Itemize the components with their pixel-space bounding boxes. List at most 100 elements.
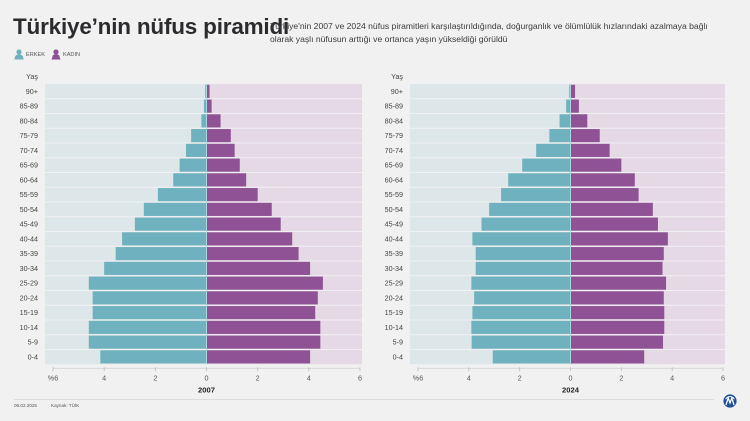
- bar-male-45-49: [134, 217, 207, 231]
- bar-female-10-14: [206, 320, 321, 334]
- bar-male-35-39: [115, 247, 207, 261]
- y-tick-label: 10-14: [385, 323, 403, 332]
- bar-female-10-14: [570, 320, 665, 334]
- y-tick-label: 5-9: [28, 338, 38, 347]
- pyramid-2024: Yaş 90+ 85-89 80-84 75-79 70-74 65-69 60-64 55-5…: [385, 72, 725, 394]
- legend-label-female: KADIN: [62, 51, 81, 58]
- y-tick-label: 10-14: [20, 323, 38, 332]
- bar-male-65-69: [522, 158, 571, 172]
- bar-female-90+: [206, 84, 210, 98]
- bar-male-0-4: [492, 350, 571, 364]
- x-tick-label: 4: [102, 373, 106, 382]
- x-tick-label: 2: [256, 373, 260, 382]
- bar-female-25-29: [206, 276, 323, 290]
- y-tick-label: 25-29: [20, 279, 38, 288]
- y-tick-label: 45-49: [20, 220, 38, 229]
- y-tick-label: 65-69: [385, 161, 403, 170]
- bar-female-45-49: [206, 217, 281, 231]
- x-tick-label: 2: [518, 373, 522, 382]
- bar-female-40-44: [570, 232, 668, 246]
- bar-male-15-19: [472, 306, 571, 320]
- bar-female-20-24: [570, 291, 664, 305]
- bar-male-80-84: [201, 114, 207, 128]
- y-tick-label: 70-74: [20, 146, 38, 155]
- bar-female-35-39: [206, 247, 299, 261]
- bar-male-20-24: [474, 291, 571, 305]
- bar-female-55-59: [570, 188, 639, 202]
- bar-female-30-34: [570, 261, 663, 275]
- y-tick-label: 65-69: [20, 161, 38, 170]
- bar-male-20-24: [92, 291, 207, 305]
- bar-female-30-34: [206, 261, 311, 275]
- y-tick-label: 70-74: [385, 146, 403, 155]
- y-tick-label: 20-24: [385, 293, 403, 302]
- bar-male-75-79: [191, 129, 207, 143]
- x-tick-label: 0: [205, 373, 209, 382]
- bar-male-25-29: [88, 276, 207, 290]
- y-tick-label: 40-44: [20, 234, 38, 243]
- bar-female-15-19: [206, 306, 316, 320]
- bar-male-0-4: [100, 350, 207, 364]
- bar-female-80-84: [570, 114, 588, 128]
- x-tick-label: 6: [721, 373, 725, 382]
- bar-male-70-74: [536, 143, 571, 157]
- y-tick-label: 40-44: [385, 234, 403, 243]
- bar-male-90+: [205, 84, 207, 98]
- bar-male-85-89: [566, 99, 571, 113]
- x-axis-title: 2024: [562, 385, 580, 394]
- bar-female-5-9: [206, 335, 321, 349]
- footer-divider: [14, 399, 714, 400]
- y-tick-label: 55-59: [385, 190, 403, 199]
- footer-source: Kaynak: TÜİK: [51, 403, 80, 408]
- bar-female-75-79: [206, 129, 231, 143]
- bar-female-55-59: [206, 188, 258, 202]
- bar-female-65-69: [570, 158, 622, 172]
- bar-male-55-59: [157, 188, 207, 202]
- bar-female-85-89: [206, 99, 212, 113]
- legend: ERKEK KADIN: [14, 49, 80, 60]
- bar-female-65-69: [206, 158, 240, 172]
- footer: 06.02.2025 Kaynak: TÜİK: [14, 403, 79, 408]
- bar-female-75-79: [570, 129, 600, 143]
- y-tick-label: 60-64: [20, 175, 38, 184]
- bar-female-90+: [570, 84, 576, 98]
- bar-male-25-29: [471, 276, 571, 290]
- y-tick-label: 5-9: [393, 338, 403, 347]
- y-tick-label: 15-19: [385, 308, 403, 317]
- bar-male-45-49: [481, 217, 571, 231]
- bar-male-40-44: [472, 232, 571, 246]
- female-person-icon: [51, 49, 61, 60]
- page-title: Türkiye’nin nüfus piramidi: [13, 14, 290, 39]
- y-tick-label: 15-19: [20, 308, 38, 317]
- bar-female-35-39: [570, 247, 664, 261]
- bar-female-25-29: [570, 276, 667, 290]
- bar-male-60-64: [173, 173, 207, 187]
- bar-female-45-49: [570, 217, 658, 231]
- bar-female-70-74: [206, 143, 235, 157]
- bar-male-5-9: [88, 335, 207, 349]
- x-tick-label: 2: [619, 373, 623, 382]
- x-axis-title: 2007: [198, 385, 215, 394]
- bar-male-5-9: [471, 335, 571, 349]
- bar-male-90+: [569, 84, 571, 98]
- y-tick-label: 85-89: [20, 102, 38, 111]
- bar-female-20-24: [206, 291, 318, 305]
- x-tick-label: 4: [670, 373, 674, 382]
- bar-male-65-69: [179, 158, 207, 172]
- bar-male-40-44: [122, 232, 207, 246]
- bar-female-0-4: [206, 350, 311, 364]
- bar-male-55-59: [501, 188, 571, 202]
- y-tick-label: 90+: [26, 87, 38, 96]
- bar-female-50-54: [206, 202, 272, 216]
- x-tick-label: 0: [569, 373, 573, 382]
- y-tick-label: 0-4: [393, 352, 403, 361]
- x-tick-label: 4: [467, 373, 471, 382]
- bar-female-85-89: [570, 99, 579, 113]
- legend-item-male: ERKEK: [14, 49, 45, 60]
- x-tick-label: 4: [307, 373, 311, 382]
- y-tick-label: 0-4: [28, 352, 38, 361]
- bar-male-15-19: [92, 306, 207, 320]
- bar-male-30-34: [475, 261, 571, 275]
- bar-female-60-64: [206, 173, 247, 187]
- page-subtitle: Türkiye'nin 2007 ve 2024 nüfus piramitle…: [270, 21, 708, 44]
